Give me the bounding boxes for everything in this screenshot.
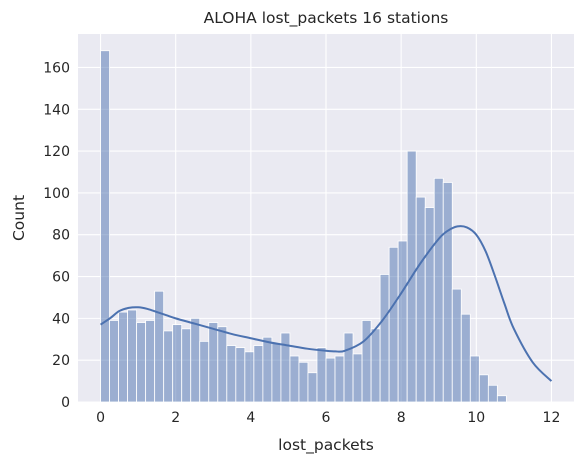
histogram-bar [415,196,426,403]
histogram-bar [172,324,183,403]
chart-title: ALOHA lost_packets 16 stations [204,9,449,28]
histogram-bar [181,328,192,403]
histogram-bar [109,320,119,403]
y-tick-label: 40 [52,311,70,327]
x-tick-label: 4 [246,410,255,426]
histogram-bar [433,177,444,403]
y-tick-label: 80 [52,228,70,244]
histogram-bar [262,336,273,403]
histogram-bar [199,340,210,403]
histogram-bar [487,384,498,403]
y-tick-label: 120 [43,144,70,160]
histogram-bar [226,345,237,403]
histogram-bar [424,207,435,403]
y-tick-label: 160 [43,60,70,76]
histogram-bar [298,361,309,403]
x-tick-label: 8 [397,410,406,426]
histogram-bar [244,351,255,403]
histogram-bar [316,347,327,403]
histogram-bar [496,395,507,403]
x-tick-labels: 0 2 4 6 8 10 12 [96,410,560,426]
x-tick-label: 2 [171,410,180,426]
histogram-bar [136,322,147,403]
histogram-bar [469,355,480,403]
histogram-bar [190,317,201,403]
histogram-bar [334,355,345,403]
histogram-bar [100,50,110,403]
x-tick-label: 10 [467,410,485,426]
histogram-bar [325,357,336,403]
histogram-bar [163,330,174,403]
histogram-bar [397,240,408,403]
x-tick-label: 12 [543,410,561,426]
histogram-bar [154,290,165,403]
histogram-bar [460,313,471,403]
y-tick-label: 0 [61,395,70,411]
histogram-bar [271,343,282,403]
x-tick-label: 0 [96,410,105,426]
y-tick-label: 140 [43,102,70,118]
x-axis-label: lost_packets [278,436,374,455]
histogram-bar [478,374,489,403]
histogram-bar [289,355,300,403]
histogram-bar [307,372,318,403]
histogram-bar [235,347,246,403]
histogram-bar [370,328,381,403]
histogram-bar [451,288,462,403]
y-tick-labels: 0 20 40 60 80 100 120 140 160 [43,60,70,411]
histogram-bars [100,50,507,403]
y-axis-label: Count [10,195,28,241]
kde-curve [99,225,553,382]
y-tick-label: 60 [52,270,70,286]
histogram-bar [379,274,390,403]
histogram-bar [208,322,219,403]
histogram-bar [145,320,156,403]
histogram-bar [388,246,399,403]
y-tick-label: 100 [43,186,70,202]
y-tick-label: 20 [52,353,70,369]
histogram-bar [352,353,363,403]
histogram-bar [127,309,138,403]
histogram-bar [217,326,228,403]
x-tick-label: 6 [322,410,331,426]
histogram-bar [118,311,128,403]
histogram-bar [343,332,354,403]
histogram-bar [280,332,291,403]
histogram-bar [361,320,372,403]
histogram-bar [442,182,453,403]
histogram-bar [253,345,264,403]
